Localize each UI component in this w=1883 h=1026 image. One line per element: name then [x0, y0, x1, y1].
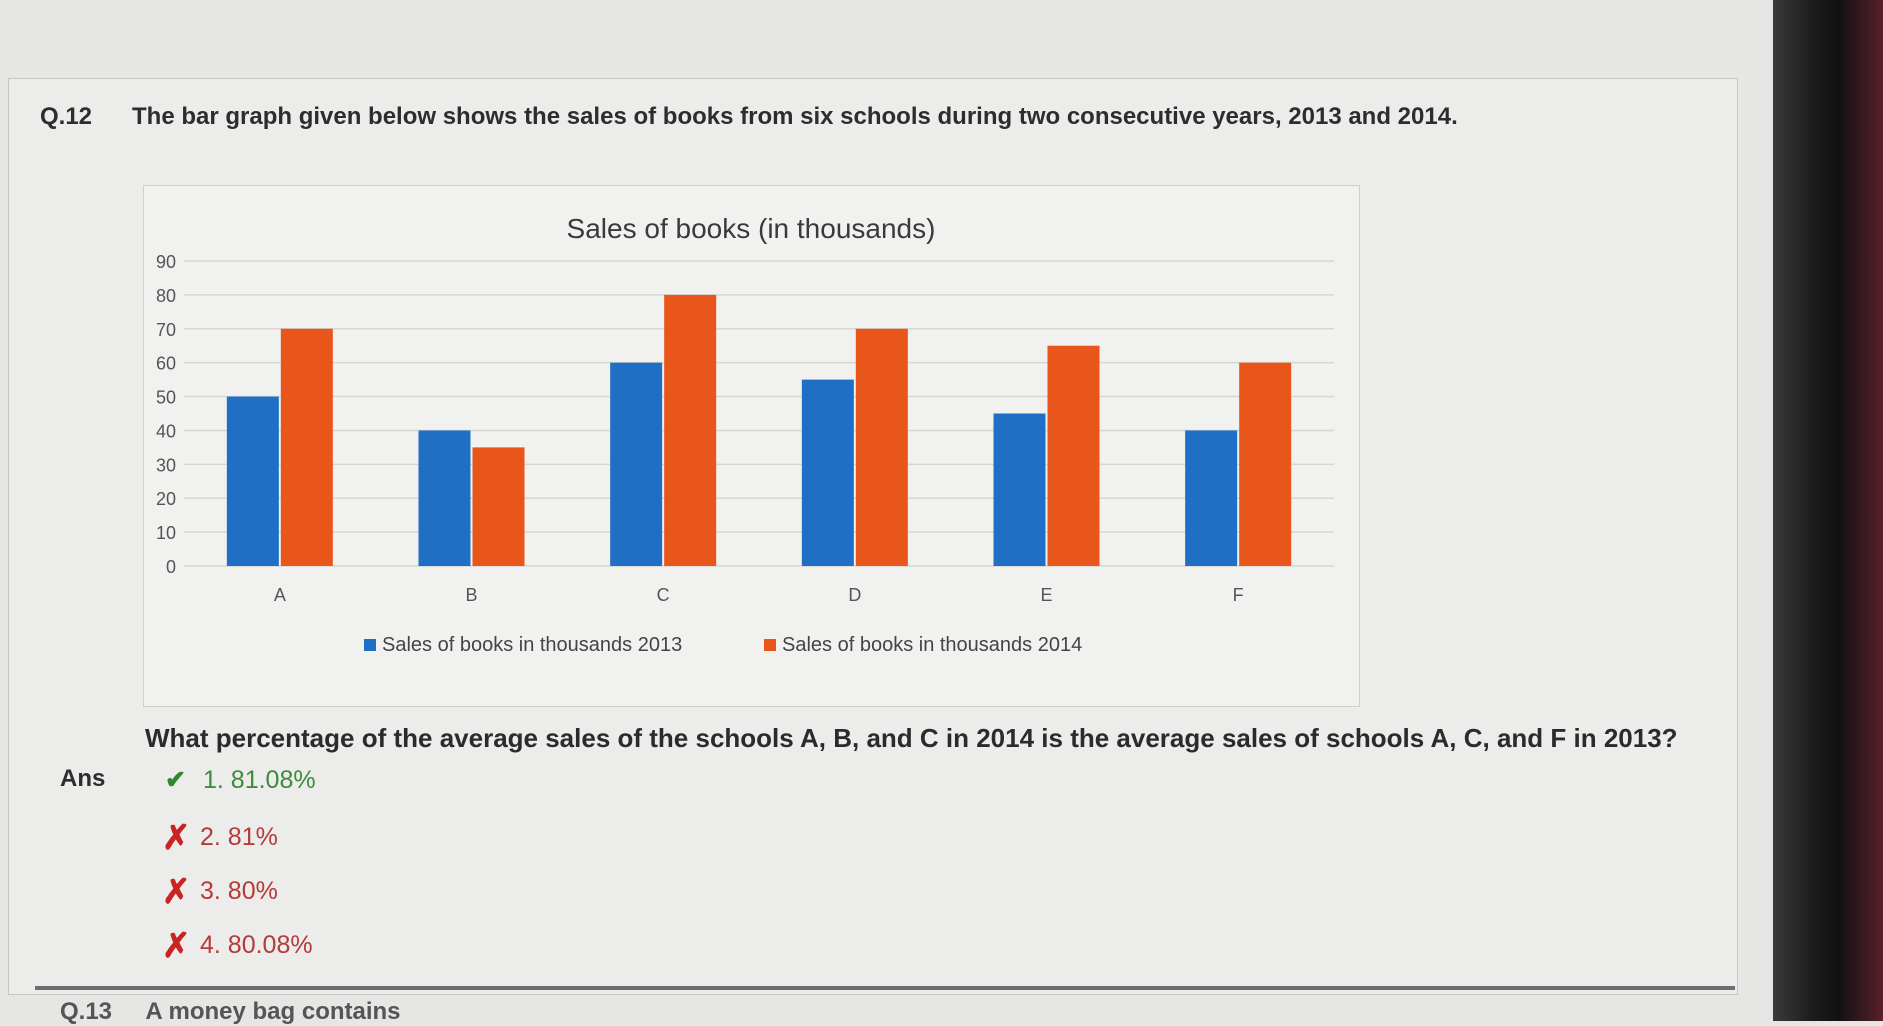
y-tick-label: 80 [156, 286, 176, 306]
section-divider [35, 986, 1735, 990]
option-text: 1. 81.08% [203, 766, 316, 794]
question-number: Q.12 [40, 103, 93, 130]
bar-A-2013 [226, 396, 279, 566]
bar-chart: Sales of books (in thousands) 0 10 20 30 40 5… [143, 185, 1360, 707]
y-tick-label: 40 [156, 421, 176, 441]
y-tick-label: 30 [156, 455, 176, 475]
answer-option-3[interactable]: ✗ 3. 80% [162, 872, 278, 912]
y-axis-ticks: 0 10 20 30 40 50 60 70 80 90 [156, 252, 176, 577]
bar-C-2013 [610, 362, 663, 566]
y-tick-label: 0 [166, 557, 176, 577]
chart-grid [184, 260, 1334, 567]
answer-option-1[interactable]: ✔ 1. 81.08% [165, 765, 316, 795]
x-tick-label: E [1040, 585, 1052, 605]
y-tick-label: 70 [156, 320, 176, 340]
question-text: The bar graph given below shows the sale… [132, 103, 1458, 130]
legend-swatch [764, 639, 776, 651]
y-tick-label: 20 [156, 489, 176, 509]
cross-icon: ✗ [162, 873, 191, 911]
question-prompt: What percentage of the average sales of … [145, 723, 1678, 753]
bar-D-2013 [801, 379, 854, 566]
bar-B-2014 [472, 447, 525, 566]
y-tick-label: 10 [156, 523, 176, 543]
bar-B-2013 [418, 430, 471, 566]
x-axis-ticks: A B C D E F [274, 585, 1244, 605]
cross-icon: ✗ [162, 819, 191, 857]
bar-F-2014 [1239, 362, 1292, 566]
chart-svg: Sales of books (in thousands) 0 10 20 30 40 5… [156, 213, 1334, 656]
answer-option-2[interactable]: ✗ 2. 81% [162, 818, 278, 858]
chart-legend: Sales of books in thousands 2013 Sales of… [364, 634, 1082, 656]
answer-label: Ans [60, 765, 106, 792]
option-text: 2. 81% [200, 823, 278, 851]
x-tick-label: B [465, 585, 477, 605]
y-tick-label: 60 [156, 354, 176, 374]
check-icon: ✔ [165, 766, 186, 794]
option-text: 3. 80% [200, 877, 278, 905]
bar-C-2014 [664, 294, 717, 566]
bar-E-2014 [1047, 345, 1100, 566]
x-tick-label: A [274, 585, 286, 605]
bar-F-2013 [1185, 430, 1238, 566]
next-question-preview: Q.13 A money bag contains [60, 998, 401, 1026]
x-tick-label: F [1233, 585, 1244, 605]
chart-title: Sales of books (in thousands) [567, 213, 936, 244]
x-tick-label: D [848, 585, 861, 605]
legend-label: Sales of books in thousands 2013 [382, 634, 682, 656]
bar-A-2014 [280, 328, 333, 566]
legend-swatch [364, 639, 376, 651]
bar-D-2014 [855, 328, 908, 566]
bar-E-2013 [993, 413, 1046, 566]
x-tick-label: C [657, 585, 670, 605]
option-text: 4. 80.08% [200, 931, 313, 959]
y-tick-label: 90 [156, 252, 176, 272]
chart-bars [226, 294, 1292, 566]
legend-label: Sales of books in thousands 2014 [782, 634, 1082, 656]
answer-option-4[interactable]: ✗ 4. 80.08% [162, 926, 313, 966]
screen-bezel [1773, 0, 1883, 1021]
y-tick-label: 50 [156, 388, 176, 408]
cross-icon: ✗ [162, 927, 191, 965]
